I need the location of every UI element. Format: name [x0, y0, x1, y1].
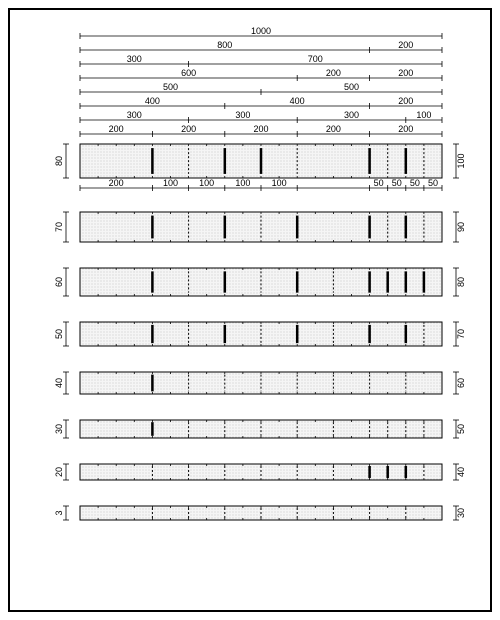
- svg-text:20: 20: [54, 467, 64, 477]
- svg-text:100: 100: [163, 178, 178, 188]
- svg-text:1000: 1000: [251, 26, 271, 36]
- svg-text:70: 70: [54, 222, 64, 232]
- svg-text:60: 60: [54, 277, 64, 287]
- svg-text:50: 50: [54, 329, 64, 339]
- svg-text:200: 200: [109, 178, 124, 188]
- svg-text:300: 300: [235, 110, 250, 120]
- svg-text:30: 30: [54, 424, 64, 434]
- svg-text:800: 800: [217, 40, 232, 50]
- svg-text:200: 200: [398, 96, 413, 106]
- svg-text:100: 100: [416, 110, 431, 120]
- svg-text:200: 200: [181, 124, 196, 134]
- svg-text:300: 300: [127, 110, 142, 120]
- svg-text:500: 500: [163, 82, 178, 92]
- svg-text:500: 500: [344, 82, 359, 92]
- svg-text:100: 100: [456, 153, 466, 168]
- svg-text:200: 200: [326, 124, 341, 134]
- svg-text:80: 80: [456, 277, 466, 287]
- svg-text:40: 40: [456, 467, 466, 477]
- svg-text:600: 600: [181, 68, 196, 78]
- svg-text:100: 100: [235, 178, 250, 188]
- page-frame: { "canvas": { "w": 480, "h": 600 }, "bar…: [0, 0, 500, 620]
- svg-text:700: 700: [308, 54, 323, 64]
- svg-text:50: 50: [428, 178, 438, 188]
- svg-text:50: 50: [456, 424, 466, 434]
- svg-text:70: 70: [456, 329, 466, 339]
- svg-text:400: 400: [290, 96, 305, 106]
- svg-text:200: 200: [398, 68, 413, 78]
- svg-text:3: 3: [54, 510, 64, 515]
- svg-text:50: 50: [392, 178, 402, 188]
- figure-border: { "canvas": { "w": 480, "h": 600 }, "bar…: [8, 8, 492, 612]
- svg-text:90: 90: [456, 222, 466, 232]
- svg-text:50: 50: [374, 178, 384, 188]
- svg-text:60: 60: [456, 378, 466, 388]
- figure-svg: 1000800200300700600200200500500400400200…: [10, 10, 490, 610]
- svg-text:200: 200: [326, 68, 341, 78]
- svg-text:40: 40: [54, 378, 64, 388]
- svg-text:50: 50: [410, 178, 420, 188]
- svg-text:400: 400: [145, 96, 160, 106]
- svg-text:100: 100: [199, 178, 214, 188]
- svg-text:30: 30: [456, 508, 466, 518]
- svg-text:200: 200: [398, 40, 413, 50]
- svg-text:100: 100: [272, 178, 287, 188]
- svg-text:200: 200: [398, 124, 413, 134]
- svg-text:200: 200: [109, 124, 124, 134]
- svg-text:200: 200: [253, 124, 268, 134]
- svg-text:300: 300: [344, 110, 359, 120]
- svg-text:80: 80: [54, 156, 64, 166]
- svg-text:300: 300: [127, 54, 142, 64]
